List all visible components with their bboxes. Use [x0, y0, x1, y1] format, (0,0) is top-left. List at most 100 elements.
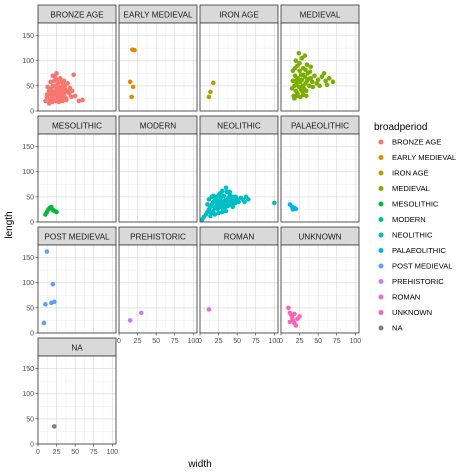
panel-border — [118, 22, 198, 112]
data-point — [299, 77, 305, 83]
data-point — [41, 320, 47, 326]
y-tick-label: 150 — [22, 33, 34, 40]
x-tick-label: 75 — [90, 449, 98, 456]
legend: broadperiod BRONZE AGE EARLY MEDIEVAL IRON… — [374, 122, 456, 333]
legend-key — [378, 186, 384, 191]
legend-key — [378, 170, 384, 176]
facet-strip-label: PREHISTORIC — [130, 233, 186, 242]
data-point — [223, 208, 229, 214]
data-point — [319, 74, 325, 80]
x-tick-label: 25 — [134, 338, 142, 345]
panel-background — [119, 134, 197, 222]
data-point — [324, 82, 330, 88]
data-point — [236, 199, 241, 205]
legend-label: MODERN — [392, 215, 426, 224]
data-point — [297, 60, 302, 66]
data-point — [129, 94, 134, 100]
panel-background — [200, 245, 278, 333]
legend-key — [378, 155, 384, 160]
data-point — [45, 84, 50, 90]
facet-panel: PALAEOLITHIC — [280, 115, 360, 223]
legend-label: MESOLITHIC — [392, 200, 439, 209]
x-tick-label: 25 — [53, 449, 61, 456]
data-point — [297, 314, 302, 319]
facet-panel: PREHISTORIC 0 25 50 75 100 — [117, 226, 199, 345]
facet-strip-label: MODERN — [140, 122, 176, 131]
panel-border — [280, 244, 360, 334]
legend-key — [378, 217, 384, 222]
data-point — [303, 93, 309, 99]
y-tick-label: 150 — [22, 144, 34, 151]
x-tick-label: 100 — [268, 338, 280, 345]
y-tick-label: 100 — [22, 391, 34, 398]
facet-strip-label: MEDIEVAL — [300, 11, 341, 20]
facet-strip-label: NA — [71, 344, 83, 353]
data-point — [49, 89, 54, 95]
legend-label: POST MEDIEVAL — [392, 262, 453, 271]
data-point — [208, 213, 213, 219]
x-tick-label: 75 — [252, 338, 260, 345]
legend-label: NA — [392, 324, 403, 333]
data-point — [49, 300, 54, 306]
data-point — [323, 78, 328, 84]
data-point — [296, 50, 302, 56]
data-point — [312, 73, 317, 79]
data-point — [48, 79, 53, 85]
y-tick-label: 50 — [26, 83, 34, 90]
facet-panel: NA 0 50 100 150 0 25 50 75 100 — [22, 337, 118, 456]
data-point — [228, 195, 234, 201]
facet-strip-label: MESOLITHIC — [52, 122, 102, 131]
data-point — [290, 78, 296, 84]
facet-strip-label: UNKNOWN — [298, 233, 341, 242]
data-point — [49, 99, 55, 105]
legend-label: EARLY MEDIEVAL — [392, 153, 456, 162]
facet-panels: BRONZE AGE 0 50 100 150 EARLY MEDIEVAL IRON AG… — [22, 4, 361, 456]
facet-panel: IRON AGE — [199, 4, 279, 112]
facet-panel: ROMAN 0 25 50 75 100 — [198, 226, 280, 345]
facet-panel: NEOLITHIC — [199, 115, 279, 223]
data-point — [57, 96, 62, 102]
data-point — [223, 185, 229, 191]
panel-border — [37, 22, 117, 112]
data-point — [231, 201, 236, 207]
data-point — [245, 197, 251, 202]
data-point — [218, 190, 224, 196]
data-point — [293, 323, 299, 328]
data-point — [60, 86, 66, 92]
data-point — [242, 199, 247, 205]
data-point — [297, 68, 302, 74]
legend-label: BRONZE AGE — [392, 138, 441, 147]
data-point — [302, 53, 308, 58]
y-tick-label: 50 — [26, 194, 34, 201]
data-point — [44, 249, 50, 254]
data-point — [205, 202, 210, 207]
data-point — [227, 189, 233, 195]
y-tick-label: 100 — [22, 169, 34, 176]
data-point — [76, 98, 82, 104]
y-axis-title: length — [4, 211, 15, 238]
data-point — [43, 302, 48, 307]
panel-border — [118, 133, 198, 223]
data-point — [130, 84, 136, 90]
data-point — [199, 217, 205, 222]
data-point — [294, 81, 299, 86]
data-point — [54, 209, 59, 215]
x-tick-label: 25 — [215, 338, 223, 345]
data-point — [59, 79, 65, 85]
y-tick-label: 0 — [30, 442, 34, 449]
data-point — [127, 318, 133, 323]
x-tick-label: 100 — [106, 449, 118, 456]
data-point — [216, 210, 221, 216]
legend-label: PALAEOLITHIC — [392, 246, 446, 255]
legend-key — [378, 263, 384, 269]
facet-strip-label: ROMAN — [224, 233, 255, 242]
x-tick-label: 0 — [117, 338, 121, 345]
x-tick-label: 0 — [198, 338, 202, 345]
facet-panel: MODERN — [118, 115, 198, 223]
data-point — [50, 281, 56, 287]
data-point — [211, 80, 216, 86]
legend-label: UNKNOWN — [392, 308, 432, 317]
facet-strip-label: BRONZE AGE — [50, 11, 104, 20]
y-tick-label: 100 — [22, 280, 34, 287]
data-point — [303, 88, 309, 94]
